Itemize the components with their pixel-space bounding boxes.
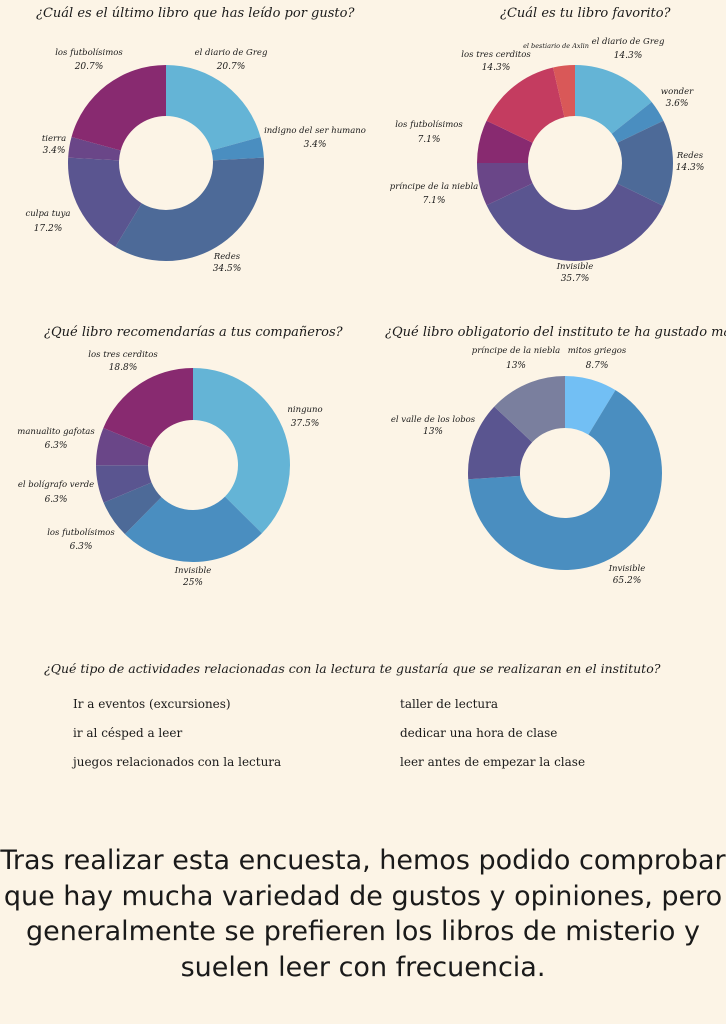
slice-percent: 34.5% bbox=[213, 264, 242, 274]
slice-label: Redes bbox=[213, 252, 241, 262]
donut-slice bbox=[565, 376, 616, 435]
slice-label: el valle de los lobos bbox=[391, 415, 476, 425]
donut-slice bbox=[477, 120, 533, 163]
donut-slice bbox=[211, 136, 264, 161]
slice-label: wonder bbox=[661, 87, 694, 97]
donut-slice bbox=[553, 65, 575, 118]
donut-slice bbox=[575, 65, 652, 134]
slice-label: ninguno bbox=[287, 405, 322, 415]
slice-percent: 6.3% bbox=[70, 542, 93, 552]
slice-label: el bolígrafo verde bbox=[18, 479, 94, 490]
donut-slice bbox=[468, 390, 662, 570]
chart-title-libro-obligatorio: ¿Qué libro obligatorio del instituto te … bbox=[385, 325, 726, 340]
slice-label: los futbolísimos bbox=[47, 527, 115, 538]
activity-item: ir al césped a leer bbox=[73, 726, 183, 740]
conclusion-line: que hay mucha variedad de gustos y opini… bbox=[3, 880, 723, 912]
slice-percent: 14.3% bbox=[676, 163, 705, 173]
activity-item: taller de lectura bbox=[400, 697, 499, 711]
donut-slice bbox=[115, 157, 264, 261]
donut-slice bbox=[68, 136, 121, 161]
slice-percent: 8.7% bbox=[586, 361, 609, 371]
slice-percent: 17.2% bbox=[34, 224, 63, 234]
slice-label: el bestiario de Axlin bbox=[523, 42, 589, 50]
slice-percent: 7.1% bbox=[418, 135, 441, 145]
slice-percent: 3.4% bbox=[304, 140, 327, 150]
slice-percent: 65.2% bbox=[613, 576, 642, 586]
slice-label: príncipe de la niebla bbox=[390, 181, 478, 192]
slice-percent: 18.8% bbox=[109, 363, 138, 373]
slice-percent: 7.1% bbox=[423, 196, 446, 206]
slice-percent: 37.5% bbox=[291, 419, 320, 429]
slice-label: tierra bbox=[42, 134, 66, 144]
slice-label: el diario de Greg bbox=[592, 37, 665, 47]
slice-percent: 14.3% bbox=[482, 63, 511, 73]
slice-percent: 3.4% bbox=[43, 146, 66, 156]
donut-slice bbox=[486, 67, 565, 143]
donut-slice bbox=[477, 163, 533, 206]
donut-slice bbox=[468, 406, 533, 480]
chart-title-libro-favorito: ¿Cuál es tu libro favorito? bbox=[500, 6, 671, 21]
slice-label: culpa tuya bbox=[26, 209, 71, 219]
slice-label: Invisible bbox=[174, 566, 212, 576]
conclusion-line: generalmente se prefieren los libros de … bbox=[26, 916, 700, 948]
activity-item: leer antes de empezar la clase bbox=[400, 755, 586, 769]
donut-slice bbox=[95, 427, 152, 466]
slice-percent: 25% bbox=[182, 578, 203, 588]
donut-slice bbox=[494, 376, 565, 443]
slice-label: príncipe de la niebla bbox=[472, 345, 560, 356]
slice-percent: 13% bbox=[506, 361, 526, 371]
donut-slice bbox=[166, 65, 261, 151]
slice-label: Invisible bbox=[556, 262, 594, 272]
slice-label: manualito gafotas bbox=[17, 427, 95, 437]
slice-percent: 35.7% bbox=[561, 274, 590, 284]
slice-label: Redes bbox=[676, 151, 704, 161]
slice-percent: 14.3% bbox=[614, 51, 643, 61]
slice-label: mitos griegos bbox=[568, 346, 627, 356]
slice-label: los futbolísimos bbox=[55, 47, 123, 58]
slice-label: el diario de Greg bbox=[195, 48, 268, 58]
slice-percent: 20.7% bbox=[216, 62, 246, 72]
donut-slice bbox=[103, 482, 162, 535]
slice-percent: 13% bbox=[423, 427, 443, 437]
slice-label: los tres cerditos bbox=[461, 50, 531, 60]
slice-percent: 3.6% bbox=[666, 99, 689, 109]
donut-slice bbox=[71, 65, 166, 151]
donut-slice bbox=[486, 183, 664, 261]
activity-item: juegos relacionados con la lectura bbox=[73, 755, 282, 769]
chart-title-ultimo-libro: ¿Cuál es el último libro que has leído p… bbox=[36, 6, 355, 21]
slice-label: Invisible bbox=[608, 564, 646, 574]
conclusion-line: suelen leer con frecuencia. bbox=[180, 951, 546, 983]
slice-label: indigno del ser humano bbox=[264, 126, 366, 136]
donut-slice bbox=[193, 368, 290, 534]
slice-label: los tres cerditos bbox=[88, 350, 158, 360]
activity-item: dedicar una hora de clase bbox=[400, 726, 558, 740]
slice-percent: 6.3% bbox=[45, 495, 68, 505]
donut-slice bbox=[617, 120, 673, 206]
conclusion-line: Tras realizar esta encuesta, hemos podid… bbox=[0, 845, 726, 876]
donut-slice bbox=[124, 496, 262, 563]
slice-percent: 20.7% bbox=[74, 62, 104, 72]
slice-label: los futbolísimos bbox=[395, 119, 463, 130]
slice-percent: 6.3% bbox=[45, 441, 68, 451]
activity-item: Ir a eventos (excursiones) bbox=[73, 697, 231, 711]
donut-slice bbox=[611, 101, 664, 143]
donut-slice bbox=[68, 157, 142, 247]
chart-title-libro-recomendado: ¿Qué libro recomendarías a tus compañero… bbox=[44, 325, 343, 340]
activities-question: ¿Qué tipo de actividades relacionadas co… bbox=[44, 661, 661, 676]
donut-slice bbox=[96, 465, 152, 503]
donut-slice bbox=[103, 367, 193, 448]
conclusion-text: Tras realizar esta encuesta, hemos podid… bbox=[0, 843, 726, 986]
